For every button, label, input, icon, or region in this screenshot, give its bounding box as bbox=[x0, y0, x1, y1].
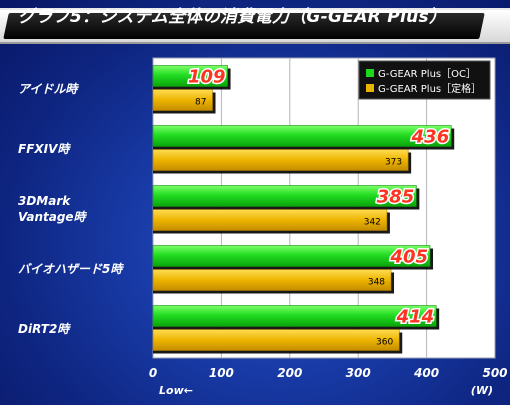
legend-box bbox=[358, 60, 491, 100]
category-label: DiRT2時 bbox=[18, 322, 71, 336]
bar bbox=[152, 209, 388, 231]
category-label: バイオハザード5時 bbox=[18, 262, 124, 276]
data-label-oc: 436 bbox=[411, 127, 450, 148]
x-tick-label: 100 bbox=[209, 366, 234, 380]
x-axis-unit: (W) bbox=[471, 384, 493, 397]
bar bbox=[152, 185, 417, 207]
x-tick-label: 300 bbox=[346, 366, 371, 380]
bar bbox=[152, 269, 392, 291]
x-tick-label: 500 bbox=[482, 366, 507, 380]
data-label-rated: 373 bbox=[385, 158, 402, 168]
data-label-rated: 342 bbox=[364, 218, 381, 228]
bar bbox=[152, 125, 452, 147]
data-label-oc: 109 bbox=[188, 67, 226, 88]
bar bbox=[152, 149, 409, 171]
x-tick-label: 400 bbox=[413, 366, 439, 380]
data-label-rated: 348 bbox=[368, 278, 385, 288]
category-label: アイドル時 bbox=[18, 82, 79, 96]
x-axis-note: Low← bbox=[159, 384, 193, 397]
x-tick-label: 0 bbox=[149, 366, 157, 380]
legend-label: G-GEAR Plus［OC］ bbox=[378, 68, 476, 80]
data-label-oc: 414 bbox=[396, 307, 435, 328]
bar bbox=[152, 89, 213, 111]
bar bbox=[152, 329, 400, 351]
data-label-oc: 405 bbox=[389, 247, 428, 268]
x-tick-label: 200 bbox=[277, 366, 302, 380]
category-label: FFXIV時 bbox=[18, 142, 71, 156]
chart-title: グラフ5：システム全体の消費電力（G-GEAR Plus） bbox=[18, 7, 447, 27]
legend-swatch bbox=[366, 84, 374, 92]
legend-label: G-GEAR Plus［定格］ bbox=[378, 82, 481, 95]
category-label: Vantage時 bbox=[18, 210, 88, 224]
bar bbox=[152, 305, 437, 327]
category-label: 3DMark bbox=[18, 194, 71, 208]
bar bbox=[152, 245, 431, 267]
data-label-rated: 87 bbox=[195, 98, 206, 108]
title-bar bbox=[0, 8, 510, 44]
legend-swatch bbox=[366, 69, 374, 77]
bar bbox=[152, 65, 228, 87]
data-label-oc: 385 bbox=[377, 187, 415, 208]
data-label-rated: 360 bbox=[376, 338, 393, 348]
